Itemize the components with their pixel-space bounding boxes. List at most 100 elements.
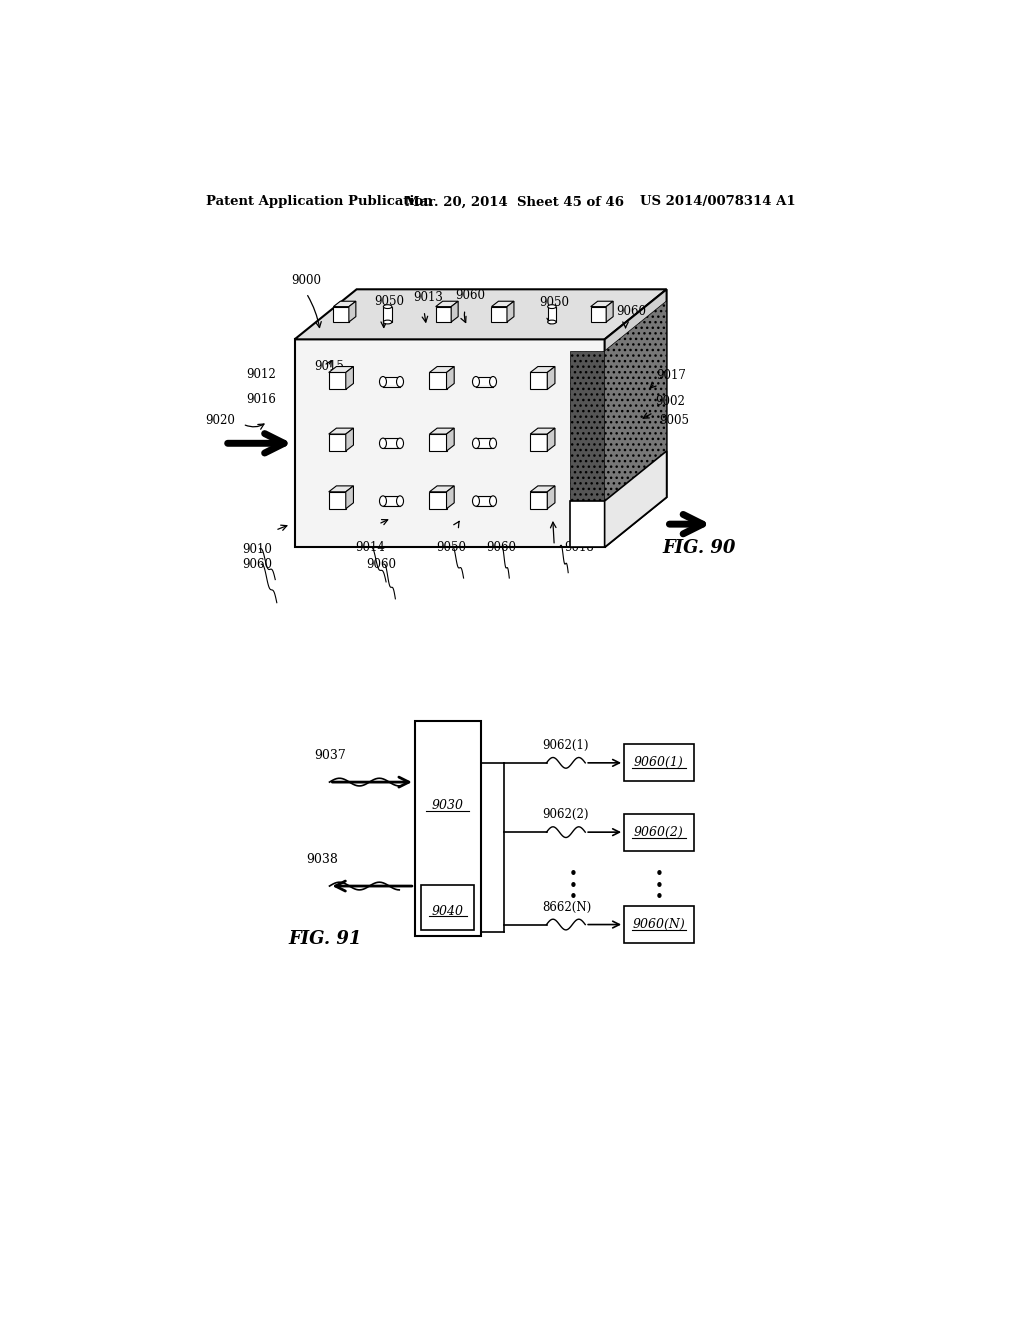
Polygon shape [346, 486, 353, 508]
Polygon shape [349, 301, 356, 322]
Polygon shape [346, 367, 353, 389]
Text: 9060(1): 9060(1) [634, 756, 684, 770]
Text: 9050: 9050 [539, 296, 568, 309]
Polygon shape [446, 428, 455, 451]
Polygon shape [383, 440, 400, 446]
Text: 9060: 9060 [367, 558, 396, 572]
Polygon shape [569, 502, 604, 548]
Ellipse shape [489, 376, 497, 387]
Text: 9060: 9060 [616, 305, 646, 318]
Ellipse shape [548, 321, 556, 323]
Ellipse shape [383, 321, 392, 323]
Ellipse shape [472, 438, 479, 449]
Text: 9050: 9050 [436, 541, 467, 554]
Polygon shape [476, 498, 493, 504]
Polygon shape [591, 306, 606, 322]
Polygon shape [530, 428, 555, 434]
Text: •: • [654, 879, 664, 894]
Ellipse shape [472, 376, 479, 387]
Text: 9005: 9005 [658, 414, 689, 428]
Polygon shape [334, 306, 349, 322]
Ellipse shape [383, 305, 392, 309]
Polygon shape [446, 367, 455, 389]
Text: 9062(1): 9062(1) [543, 739, 589, 752]
Polygon shape [530, 492, 547, 508]
Text: 9060(2): 9060(2) [634, 825, 684, 838]
Bar [624, 906, 693, 942]
Text: •: • [569, 867, 579, 882]
Ellipse shape [489, 496, 497, 507]
Text: Mar. 20, 2014  Sheet 45 of 46: Mar. 20, 2014 Sheet 45 of 46 [406, 195, 625, 209]
Polygon shape [547, 486, 555, 508]
Text: 9060(N): 9060(N) [633, 917, 685, 931]
Text: 9015: 9015 [314, 360, 344, 374]
Text: •: • [654, 890, 664, 906]
Polygon shape [429, 434, 446, 451]
Polygon shape [383, 498, 400, 504]
Text: Patent Application Publication: Patent Application Publication [206, 195, 432, 209]
Polygon shape [429, 492, 446, 508]
Polygon shape [295, 289, 667, 339]
Polygon shape [507, 301, 514, 322]
Polygon shape [429, 367, 455, 372]
Text: 9017: 9017 [656, 368, 686, 381]
Text: 9040: 9040 [432, 904, 464, 917]
Polygon shape [530, 434, 547, 451]
Ellipse shape [396, 376, 403, 387]
Text: 9060: 9060 [243, 558, 272, 572]
Polygon shape [429, 428, 455, 434]
Polygon shape [492, 301, 514, 306]
Polygon shape [547, 367, 555, 389]
Text: 9030: 9030 [432, 799, 464, 812]
Ellipse shape [380, 438, 386, 449]
Polygon shape [329, 367, 353, 372]
Bar [624, 744, 693, 781]
Text: 9000: 9000 [291, 275, 321, 286]
Polygon shape [435, 301, 458, 306]
Text: 9018: 9018 [564, 541, 594, 554]
Text: •: • [569, 890, 579, 906]
Polygon shape [346, 428, 353, 451]
Text: 9060: 9060 [455, 289, 485, 302]
Ellipse shape [396, 496, 403, 507]
Polygon shape [548, 306, 556, 322]
Polygon shape [530, 372, 547, 389]
Ellipse shape [380, 376, 386, 387]
Polygon shape [329, 434, 346, 451]
Text: •: • [569, 879, 579, 894]
Text: FIG. 91: FIG. 91 [289, 929, 361, 948]
Polygon shape [604, 289, 667, 548]
Polygon shape [547, 428, 555, 451]
Polygon shape [569, 351, 604, 506]
Text: 8662(N): 8662(N) [543, 900, 592, 913]
Polygon shape [383, 306, 392, 322]
Polygon shape [329, 492, 346, 508]
Polygon shape [530, 367, 555, 372]
Polygon shape [329, 486, 353, 492]
Polygon shape [604, 451, 667, 548]
Ellipse shape [489, 438, 497, 449]
Polygon shape [492, 306, 507, 322]
Text: 9016: 9016 [246, 393, 275, 407]
Polygon shape [383, 379, 400, 385]
Polygon shape [329, 372, 346, 389]
Bar [421, 884, 474, 929]
Text: 9014: 9014 [355, 541, 385, 554]
Ellipse shape [380, 496, 386, 507]
Polygon shape [334, 301, 356, 306]
Polygon shape [429, 372, 446, 389]
Polygon shape [446, 486, 455, 508]
Polygon shape [435, 306, 452, 322]
Text: 9037: 9037 [314, 748, 346, 762]
Polygon shape [476, 379, 493, 385]
Text: 9002: 9002 [655, 395, 685, 408]
Bar [624, 813, 693, 850]
Polygon shape [604, 301, 667, 506]
Bar [415, 721, 480, 936]
Polygon shape [530, 486, 555, 492]
Text: 9012: 9012 [246, 368, 275, 381]
Text: FIG. 90: FIG. 90 [663, 539, 736, 557]
Text: 9013: 9013 [414, 290, 443, 304]
Polygon shape [476, 440, 493, 446]
Ellipse shape [396, 438, 403, 449]
